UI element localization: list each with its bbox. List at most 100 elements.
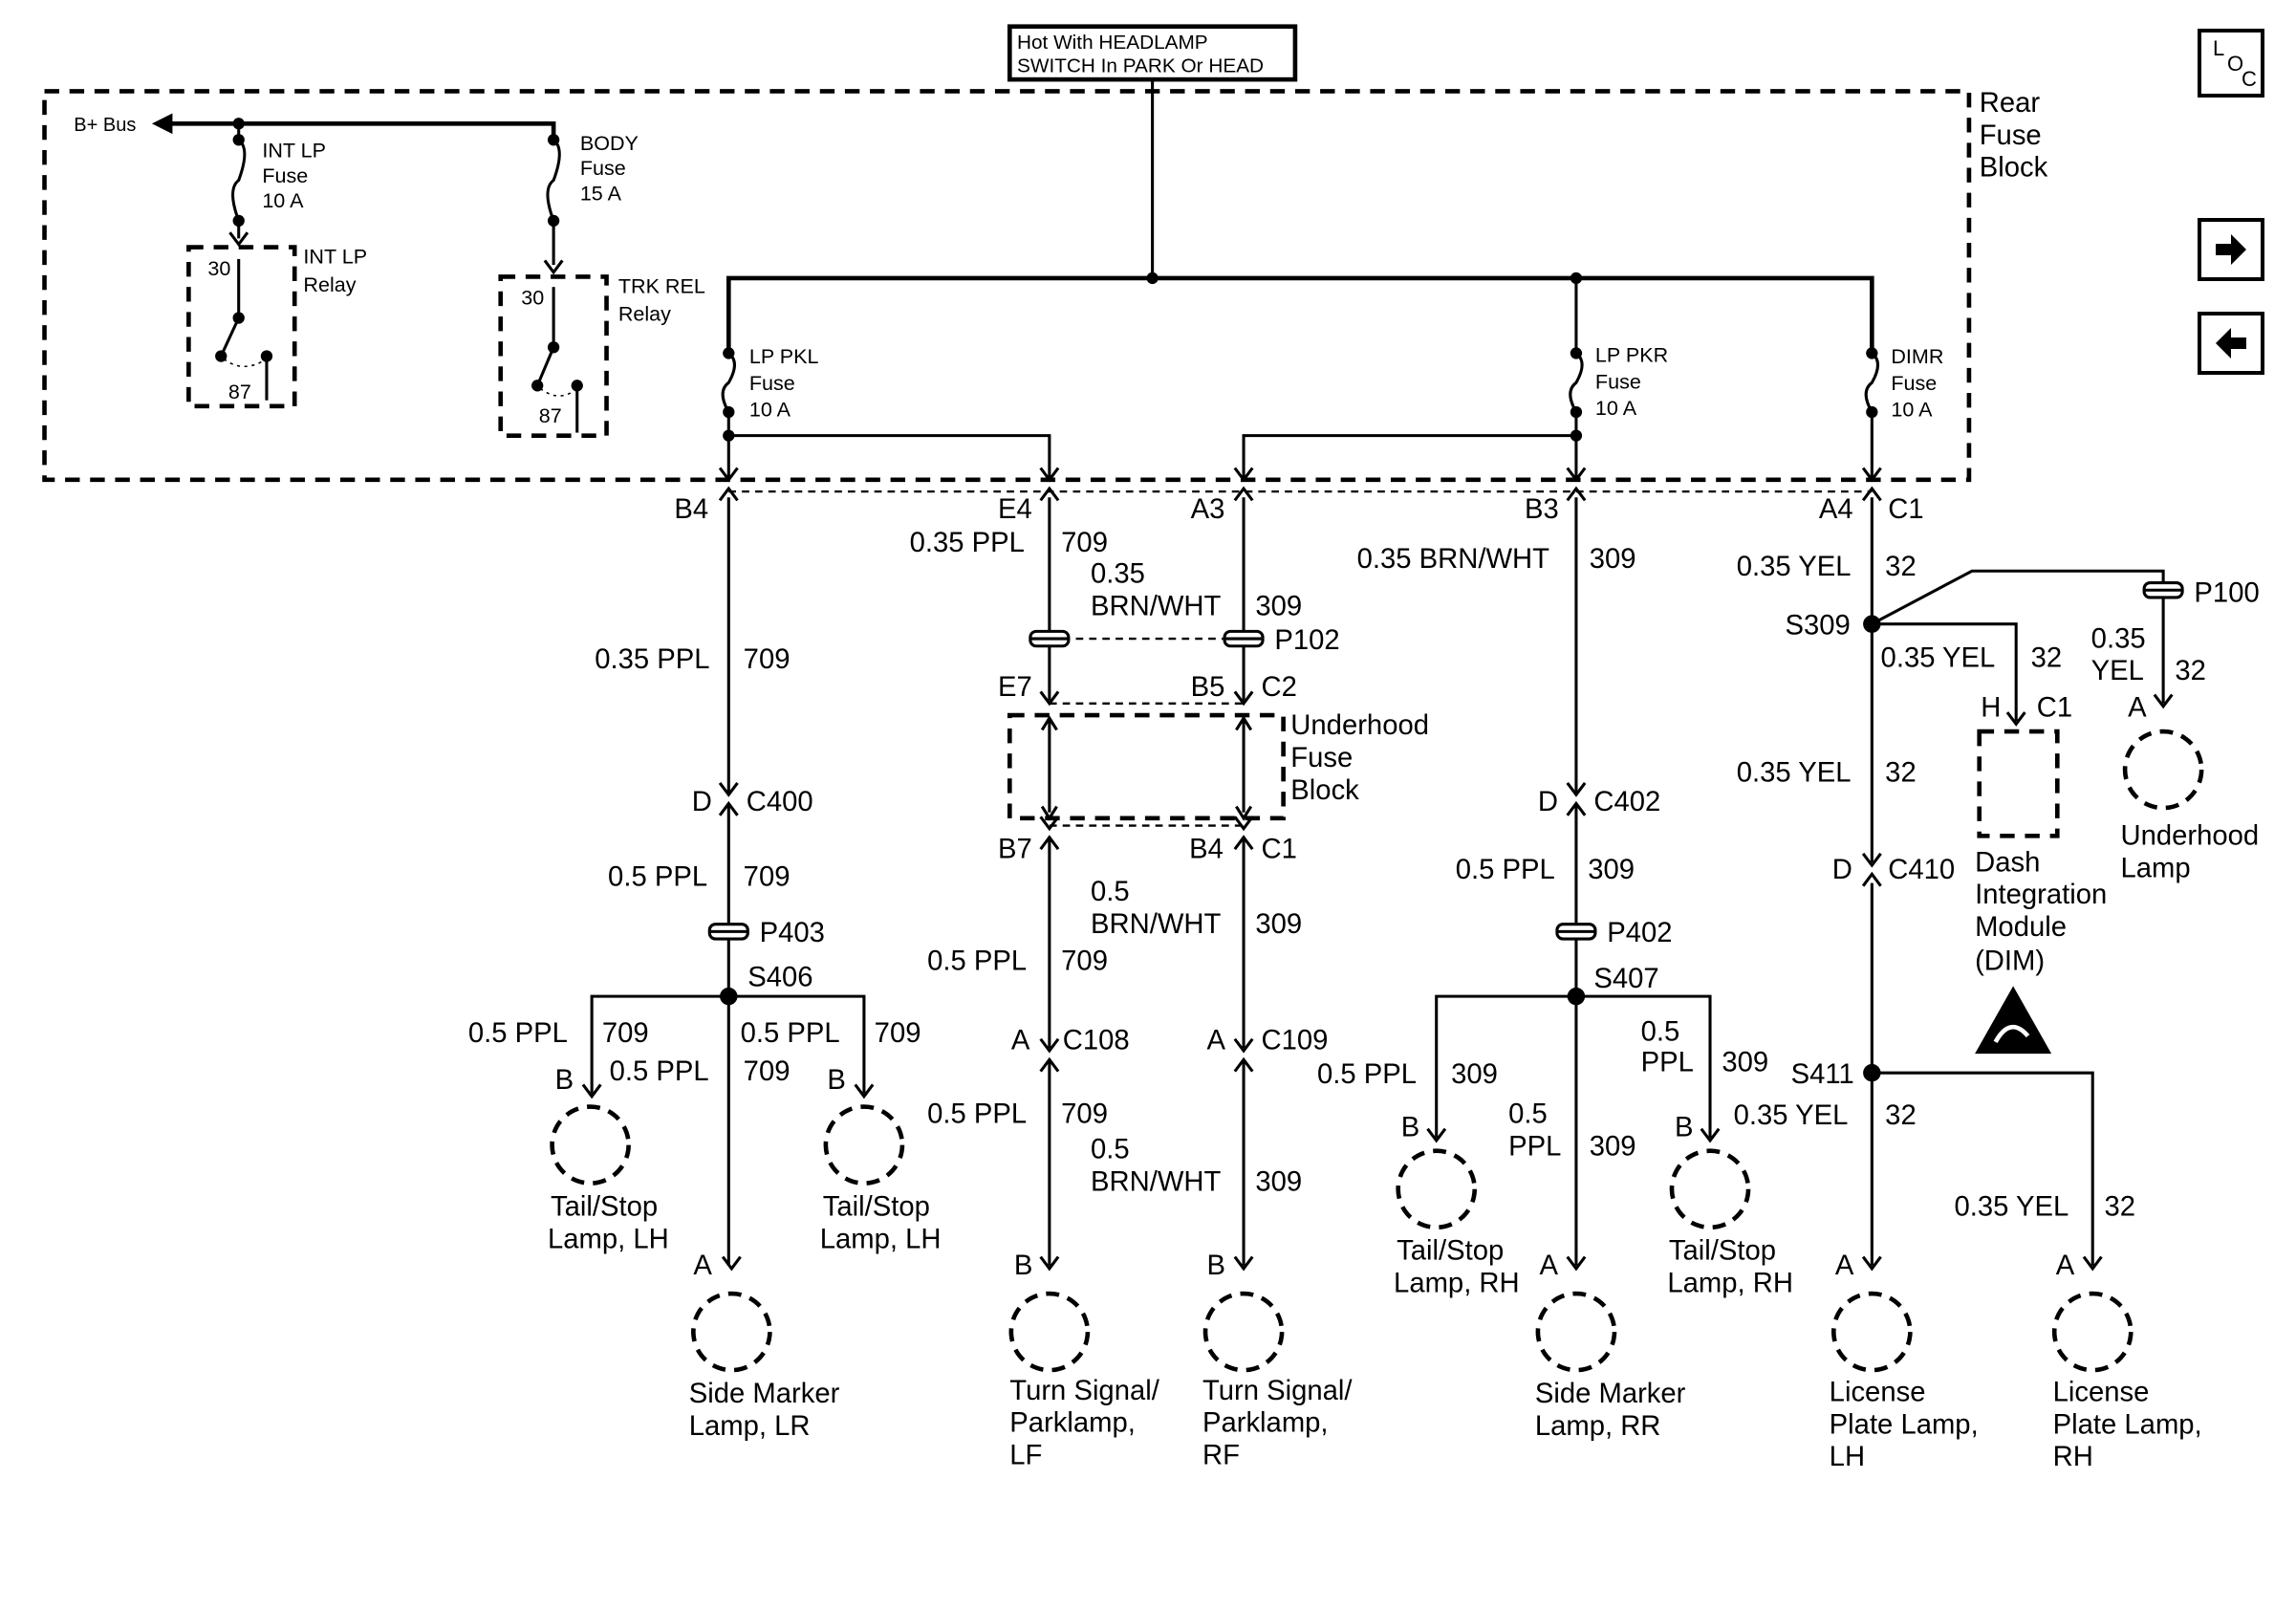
label-rear3: Block (1980, 153, 2048, 184)
connector-icon (1566, 800, 1587, 816)
label-trk-87: 87 (539, 403, 562, 427)
label-s411: S411 (1791, 1059, 1854, 1090)
label-lamp-rf2: Parklamp, (1202, 1408, 1329, 1439)
label-w1-h: 709 (875, 1018, 921, 1049)
label-w5-c: 0.35 YEL (1881, 642, 1996, 673)
label-trk-30: 30 (521, 286, 544, 310)
label-c108: C108 (1063, 1026, 1130, 1056)
label-lamp-lf2: Parklamp, (1009, 1408, 1136, 1439)
label-p102: P102 (1274, 625, 1339, 656)
title-line-2: SWITCH In PARK Or HEAD (1017, 54, 1264, 76)
junction-dot (1866, 347, 1878, 359)
wire (1872, 1071, 2094, 1266)
location-button[interactable]: L O C (2198, 29, 2264, 98)
right-arrow-icon (2216, 234, 2246, 265)
label-c-a3: A3 (1191, 494, 1225, 525)
label-trk-r1: TRK REL (618, 273, 705, 297)
label-w4-c: 0.5 PPL (1456, 855, 1555, 885)
connector-icon (718, 486, 739, 502)
connector-icon (1861, 486, 1882, 502)
label-dim4: (DIM) (1975, 946, 2045, 976)
label-c-c2: C2 (1262, 672, 1297, 703)
label-lamp-ts-lh1a: Tail/Stop (551, 1191, 658, 1222)
wire (1871, 569, 2165, 704)
fuse-icon (1569, 352, 1584, 413)
connector-icon (1039, 1255, 1060, 1272)
label-w1-g: 0.5 PPL (741, 1018, 840, 1049)
connector-icon (1861, 467, 1882, 483)
label-b-rh1: B (1401, 1112, 1420, 1142)
trk-rel-relay-outline (498, 274, 609, 438)
label-d-c410b: C410 (1888, 855, 1955, 885)
junction-dot (1570, 429, 1583, 442)
label-rear1: Rear (1980, 88, 2041, 119)
connector-icon (1233, 467, 1254, 483)
label-dimr2: Fuse (1891, 371, 1937, 395)
dim-module-outline (1977, 729, 2060, 838)
label-w5-j: 0.35 YEL (1734, 1100, 1849, 1131)
connector-icon (1566, 781, 1587, 797)
label-c-a4: A4 (1819, 494, 1853, 525)
connector-icon (2005, 711, 2026, 727)
next-page-button[interactable] (2198, 218, 2264, 281)
connector-icon (1039, 1056, 1060, 1073)
label-w3-a: 0.35 (1091, 559, 1145, 590)
esd-warning-icon (1975, 986, 2052, 1055)
lamp-icon (1669, 1148, 1751, 1230)
connector-icon (1039, 467, 1060, 483)
label-w4-k: PPL (1508, 1131, 1561, 1162)
junction-dot (723, 347, 735, 359)
arrow-left-icon (151, 113, 173, 135)
label-w5-b: 32 (1885, 552, 1917, 582)
previous-page-button[interactable] (2198, 312, 2264, 375)
junction-dot (1866, 405, 1878, 419)
connector-icon (1233, 690, 1254, 707)
label-w4-e: 0.5 PPL (1317, 1059, 1417, 1090)
label-w2-f: 709 (1061, 1099, 1108, 1129)
label-lamp-rf1: Turn Signal/ (1202, 1376, 1353, 1406)
label-a-c109: A (1207, 1026, 1226, 1056)
connector-icon (543, 259, 564, 275)
label-w2-d: 709 (1061, 946, 1108, 976)
lamp-icon (1831, 1291, 1913, 1373)
label-rear2: Fuse (1980, 120, 2042, 151)
fuse-icon (546, 139, 561, 222)
label-w3-i: 309 (1255, 1166, 1302, 1197)
label-w2-b: 709 (1061, 528, 1108, 558)
label-dim2: Integration (1975, 880, 2107, 910)
label-w4-a: 0.35 BRN/WHT (1357, 544, 1550, 575)
label-w1-f: 709 (602, 1018, 649, 1049)
label-c-b7: B7 (998, 834, 1032, 864)
label-intlp-r1: INT LP (303, 245, 367, 269)
connector-icon (1039, 835, 1060, 851)
label-c-b4b: B4 (1189, 834, 1224, 864)
label-lamp-ts-rh1b: Lamp, RH (1394, 1269, 1520, 1299)
junction-dot (1570, 347, 1583, 359)
label-h-c1a: H (1981, 693, 2001, 724)
connector-icon (718, 467, 739, 483)
fuse-icon (231, 139, 247, 222)
rear-fuse-block-outline (42, 89, 1972, 483)
label-pkl2: Fuse (749, 371, 795, 395)
esd-hand-mark (1993, 1025, 2030, 1044)
label-c-b5: B5 (1191, 672, 1225, 703)
underhood-fuse-block-outline (1007, 712, 1286, 821)
label-w1-i: 0.5 PPL (610, 1056, 709, 1087)
label-w4-b: 309 (1590, 544, 1636, 575)
label-w5-m: 32 (2105, 1191, 2136, 1222)
label-lamp-sm-lra: Side Marker (689, 1379, 840, 1409)
connector-icon (2082, 1255, 2103, 1272)
splice-dot (1863, 1063, 1881, 1082)
label-uh2: Fuse (1290, 743, 1353, 773)
wire (1872, 622, 2018, 722)
label-lpr1: License (2053, 1377, 2150, 1407)
label-w4-f: 309 (1451, 1059, 1498, 1090)
connector-icon (1566, 467, 1587, 483)
label-intlp-30: 30 (207, 256, 230, 280)
label-c-c1: C1 (1888, 494, 1923, 525)
splice-dot (720, 987, 738, 1006)
label-lamp-sm-rra: Side Marker (1535, 1379, 1686, 1409)
label-lpr2: Plate Lamp, (2053, 1409, 2202, 1440)
splice-dot (1567, 987, 1586, 1006)
